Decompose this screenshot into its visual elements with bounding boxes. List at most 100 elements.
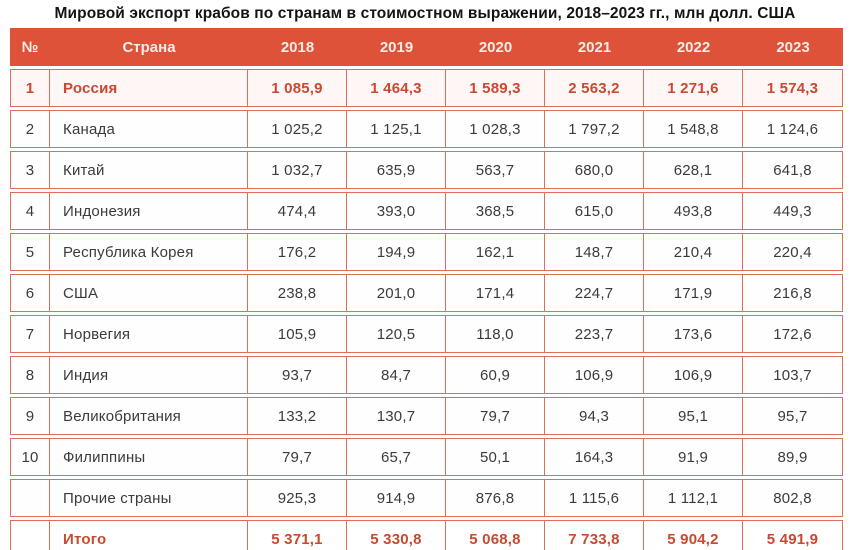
cell-value: 60,9: [446, 356, 545, 394]
cell-num: 7: [10, 315, 50, 353]
cell-value: 173,6: [644, 315, 743, 353]
header-2019: 2019: [347, 28, 446, 66]
cell-value: 162,1: [446, 233, 545, 271]
cell-num: 4: [10, 192, 50, 230]
cell-value: 148,7: [545, 233, 644, 271]
cell-value: 1 125,1: [347, 110, 446, 148]
cell-value: 1 025,2: [248, 110, 347, 148]
header-num: №: [10, 28, 50, 66]
cell-value: 91,9: [644, 438, 743, 476]
cell-value: 1 589,3: [446, 69, 545, 107]
table-row-china: 3 Китай 1 032,7 635,9 563,7 680,0 628,1 …: [10, 151, 843, 189]
cell-value: 1 271,6: [644, 69, 743, 107]
cell-value: 368,5: [446, 192, 545, 230]
header-row: № Страна 2018 2019 2020 2021 2022 2023: [10, 28, 843, 66]
cell-value: 5 904,2: [644, 520, 743, 550]
table-row-total: Итого 5 371,1 5 330,8 5 068,8 7 733,8 5 …: [10, 520, 843, 550]
cell-value: 95,1: [644, 397, 743, 435]
cell-value: 5 068,8: [446, 520, 545, 550]
table-row-philippines: 10 Филиппины 79,7 65,7 50,1 164,3 91,9 8…: [10, 438, 843, 476]
cell-value: 1 085,9: [248, 69, 347, 107]
page-title: Мировой экспорт крабов по странам в стои…: [54, 5, 796, 22]
cell-value: 210,4: [644, 233, 743, 271]
cell-value: 925,3: [248, 479, 347, 517]
cell-value: 224,7: [545, 274, 644, 312]
cell-num: 10: [10, 438, 50, 476]
table-row-other-countries: Прочие страны 925,3 914,9 876,8 1 115,6 …: [10, 479, 843, 517]
cell-value: 7 733,8: [545, 520, 644, 550]
cell-value: 95,7: [743, 397, 843, 435]
cell-value: 65,7: [347, 438, 446, 476]
cell-value: 1 548,8: [644, 110, 743, 148]
table-row-usa: 6 США 238,8 201,0 171,4 224,7 171,9 216,…: [10, 274, 843, 312]
cell-country: США: [50, 274, 248, 312]
table-row-india: 8 Индия 93,7 84,7 60,9 106,9 106,9 103,7: [10, 356, 843, 394]
header-2022: 2022: [644, 28, 743, 66]
cell-value: 79,7: [248, 438, 347, 476]
cell-value: 474,4: [248, 192, 347, 230]
cell-value: 194,9: [347, 233, 446, 271]
cell-value: 220,4: [743, 233, 843, 271]
cell-value: 802,8: [743, 479, 843, 517]
cell-value: 5 330,8: [347, 520, 446, 550]
table-row-russia: 1 Россия 1 085,9 1 464,3 1 589,3 2 563,2…: [10, 69, 843, 107]
cell-country: Прочие страны: [50, 479, 248, 517]
table-row-canada: 2 Канада 1 025,2 1 125,1 1 028,3 1 797,2…: [10, 110, 843, 148]
cell-value: 133,2: [248, 397, 347, 435]
cell-value: 164,3: [545, 438, 644, 476]
cell-value: 641,8: [743, 151, 843, 189]
cell-value: 106,9: [644, 356, 743, 394]
cell-num: [10, 520, 50, 550]
table-row-norway: 7 Норвегия 105,9 120,5 118,0 223,7 173,6…: [10, 315, 843, 353]
cell-value: 172,6: [743, 315, 843, 353]
cell-country: Индия: [50, 356, 248, 394]
cell-value: 238,8: [248, 274, 347, 312]
cell-country: Великобритания: [50, 397, 248, 435]
cell-num: [10, 479, 50, 517]
cell-num: 2: [10, 110, 50, 148]
cell-value: 1 574,3: [743, 69, 843, 107]
cell-value: 615,0: [545, 192, 644, 230]
cell-value: 171,9: [644, 274, 743, 312]
cell-country: Итого: [50, 520, 248, 550]
cell-value: 216,8: [743, 274, 843, 312]
cell-value: 50,1: [446, 438, 545, 476]
cell-value: 94,3: [545, 397, 644, 435]
cell-value: 106,9: [545, 356, 644, 394]
cell-country: Республика Корея: [50, 233, 248, 271]
cell-value: 876,8: [446, 479, 545, 517]
cell-value: 89,9: [743, 438, 843, 476]
cell-num: 3: [10, 151, 50, 189]
cell-value: 2 563,2: [545, 69, 644, 107]
cell-num: 1: [10, 69, 50, 107]
table-row-uk: 9 Великобритания 133,2 130,7 79,7 94,3 9…: [10, 397, 843, 435]
header-country: Страна: [50, 28, 248, 66]
header-2018: 2018: [248, 28, 347, 66]
header-2023: 2023: [743, 28, 843, 66]
cell-value: 105,9: [248, 315, 347, 353]
cell-country: Россия: [50, 69, 248, 107]
cell-value: 1 797,2: [545, 110, 644, 148]
cell-value: 680,0: [545, 151, 644, 189]
cell-value: 628,1: [644, 151, 743, 189]
cell-value: 1 032,7: [248, 151, 347, 189]
cell-value: 118,0: [446, 315, 545, 353]
cell-value: 563,7: [446, 151, 545, 189]
cell-value: 84,7: [347, 356, 446, 394]
cell-value: 120,5: [347, 315, 446, 353]
cell-value: 5 371,1: [248, 520, 347, 550]
cell-value: 201,0: [347, 274, 446, 312]
cell-value: 1 124,6: [743, 110, 843, 148]
cell-value: 1 028,3: [446, 110, 545, 148]
cell-num: 9: [10, 397, 50, 435]
cell-value: 130,7: [347, 397, 446, 435]
cell-country: Филиппины: [50, 438, 248, 476]
cell-value: 103,7: [743, 356, 843, 394]
cell-value: 449,3: [743, 192, 843, 230]
cell-value: 1 115,6: [545, 479, 644, 517]
cell-value: 79,7: [446, 397, 545, 435]
cell-value: 223,7: [545, 315, 644, 353]
cell-value: 493,8: [644, 192, 743, 230]
header-2021: 2021: [545, 28, 644, 66]
cell-value: 5 491,9: [743, 520, 843, 550]
